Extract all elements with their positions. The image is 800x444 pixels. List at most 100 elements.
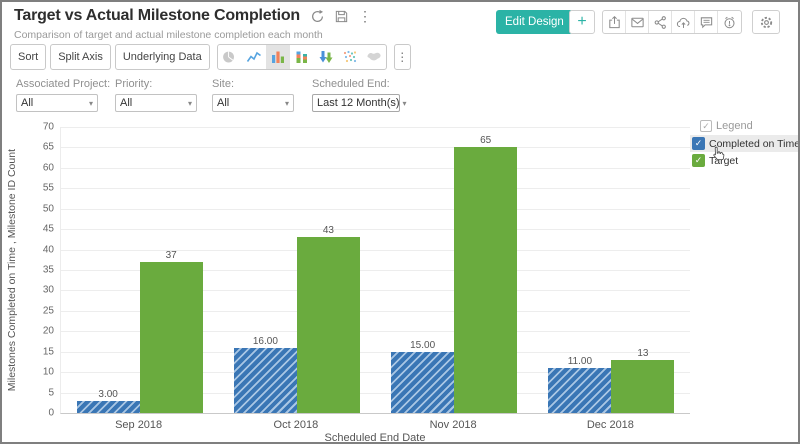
legend-item-completed-on-time[interactable]: ✓ Completed on Time xyxy=(690,135,798,152)
chart-type-group xyxy=(216,44,387,70)
map-chart-icon[interactable] xyxy=(362,45,386,69)
ellipsis-icon: ⋮ xyxy=(396,50,409,64)
y-tick-label: 60 xyxy=(42,162,54,174)
gridline xyxy=(61,229,690,231)
sort-button[interactable]: Sort xyxy=(10,44,47,70)
y-axis-ticks: 0 5 10 15 20 25 30 35 40 45 50 55 60 65 70 xyxy=(2,122,54,419)
bar-target[interactable] xyxy=(454,147,518,413)
comment-icon xyxy=(699,15,714,30)
header-action-group xyxy=(602,10,742,34)
stacked-bar-icon[interactable] xyxy=(290,45,314,69)
bar-wrap: 37 xyxy=(139,249,203,413)
chart-toolbar: Sort Split Axis Underlying Data xyxy=(10,44,411,70)
filter-label: Priority: xyxy=(115,78,153,90)
bar-target[interactable] xyxy=(296,237,360,413)
bar-value-label: 11.00 xyxy=(567,356,593,368)
x-tick-label: Nov 2018 xyxy=(429,419,477,431)
legend-checkbox-completed-on-time[interactable]: ✓ xyxy=(692,137,705,150)
plus-icon: + xyxy=(577,13,587,30)
x-axis-labels: Sep 2018 Oct 2018 Nov 2018 Dec 2018 xyxy=(60,419,690,432)
y-tick-label: 35 xyxy=(42,264,54,276)
bar-value-label: 15.00 xyxy=(410,339,436,351)
x-tick-label: Sep 2018 xyxy=(115,419,163,431)
y-tick-label: 45 xyxy=(42,223,54,235)
gridline xyxy=(61,249,690,251)
edit-design-button[interactable]: Edit Design xyxy=(496,10,573,34)
dropdown-value: All xyxy=(120,97,133,109)
alert-button[interactable] xyxy=(718,11,741,33)
associated-project-dropdown[interactable]: All ▾ xyxy=(16,94,98,112)
scatter-chart-icon[interactable] xyxy=(338,45,362,69)
y-tick-label: 55 xyxy=(42,182,54,194)
bar-completed-on-time[interactable] xyxy=(548,368,612,413)
refresh-button[interactable] xyxy=(310,9,325,24)
bar-target[interactable] xyxy=(139,261,203,413)
email-icon xyxy=(630,15,645,30)
title-icons: ⋮ xyxy=(310,9,372,24)
gear-icon xyxy=(759,15,774,30)
export-button[interactable] xyxy=(603,11,626,33)
header: Target vs Actual Milestone Completion ⋮ xyxy=(14,7,372,25)
publish-button[interactable] xyxy=(672,11,695,33)
add-button[interactable]: + xyxy=(569,10,595,34)
gridline xyxy=(61,351,690,353)
bar-wrap: 65 xyxy=(454,135,518,413)
y-tick-label: 20 xyxy=(42,325,54,337)
priority-dropdown[interactable]: All ▾ xyxy=(115,94,197,112)
gridline xyxy=(61,167,690,169)
gridline xyxy=(61,147,690,149)
filter-label: Associated Project: xyxy=(16,78,111,90)
legend-item-label: Target xyxy=(709,154,739,167)
scheduled-end-dropdown[interactable]: Last 12 Month(s) ▾ xyxy=(312,94,407,112)
export-icon xyxy=(607,15,622,30)
alert-clock-icon xyxy=(722,15,737,30)
split-axis-button[interactable]: Split Axis xyxy=(50,44,111,70)
chevron-down-icon: ▾ xyxy=(402,98,407,108)
bar-value-label: 3.00 xyxy=(98,388,118,400)
email-button[interactable] xyxy=(626,11,649,33)
gridline xyxy=(61,392,690,394)
share-button[interactable] xyxy=(649,11,672,33)
gridline xyxy=(61,208,690,210)
y-tick-label: 10 xyxy=(42,366,54,378)
gridline xyxy=(61,310,690,312)
bar-completed-on-time[interactable] xyxy=(76,400,140,413)
bar-chart-icon[interactable] xyxy=(265,45,290,69)
save-button[interactable] xyxy=(334,9,349,24)
site-dropdown[interactable]: All ▾ xyxy=(212,94,294,112)
bar-value-label: 43 xyxy=(322,225,334,237)
bar-value-label: 16.00 xyxy=(252,335,278,347)
line-chart-icon[interactable] xyxy=(242,45,266,69)
legend-master-checkbox[interactable]: ✓ xyxy=(700,120,712,132)
bar-value-label: 37 xyxy=(165,249,177,261)
bar-target[interactable] xyxy=(611,359,675,413)
legend-header-label: Legend xyxy=(716,120,753,132)
save-icon xyxy=(334,9,349,24)
bar-combo-icon[interactable] xyxy=(314,45,338,69)
legend-item-target[interactable]: ✓ Target xyxy=(690,152,798,169)
y-tick-label: 0 xyxy=(48,407,54,419)
bar-completed-on-time[interactable] xyxy=(391,351,455,413)
more-options-button[interactable]: ⋮ xyxy=(358,9,372,23)
dropdown-value: All xyxy=(21,97,34,109)
settings-button[interactable] xyxy=(752,10,780,34)
y-tick-label: 50 xyxy=(42,203,54,215)
gridline xyxy=(61,127,690,128)
check-icon: ✓ xyxy=(702,120,710,131)
y-tick-label: 40 xyxy=(42,244,54,256)
bar-wrap: 16.00 xyxy=(233,335,297,413)
bar-wrap: 3.00 xyxy=(76,388,140,413)
underlying-data-button[interactable]: Underlying Data xyxy=(114,44,210,70)
plot-area: 3.00 37 16.00 43 15.00 65 11.00 13 xyxy=(60,127,690,414)
more-chart-types-button[interactable]: ⋮ xyxy=(393,44,411,70)
filter-label: Scheduled End: xyxy=(312,78,390,90)
chevron-down-icon: ▾ xyxy=(284,98,289,108)
bar-wrap: 43 xyxy=(296,225,360,413)
filter-scheduled-end: Scheduled End: Last 12 Month(s) ▾ xyxy=(312,78,407,112)
legend-checkbox-target[interactable]: ✓ xyxy=(692,154,705,167)
pie-chart-icon[interactable] xyxy=(218,45,242,69)
comment-button[interactable] xyxy=(695,11,718,33)
y-tick-label: 70 xyxy=(42,121,54,133)
bar-completed-on-time[interactable] xyxy=(233,347,297,413)
